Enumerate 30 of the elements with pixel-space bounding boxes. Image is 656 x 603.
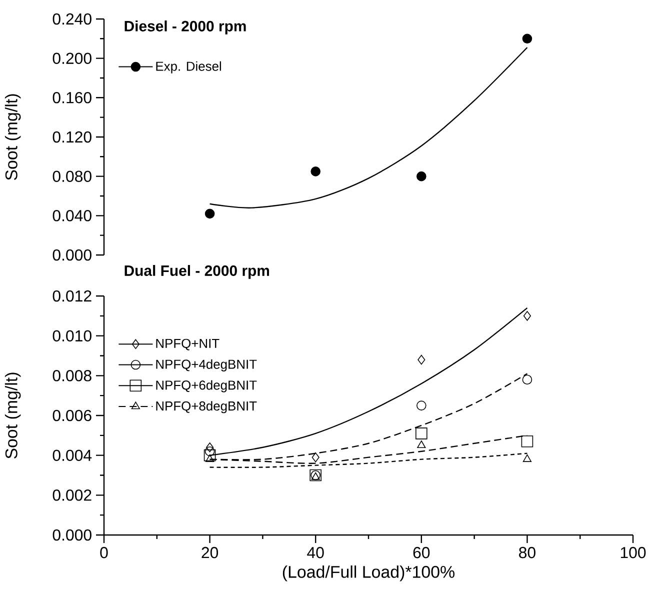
x-tick-label: 0	[100, 546, 108, 558]
y-tick-label: 0.040	[52, 210, 92, 222]
y-tick-label: 0.008	[52, 370, 92, 382]
y-axis-title: Soot (mg/lt)	[4, 372, 21, 458]
legend-label: NPFQ+NIT	[156, 338, 220, 350]
y-axis-title: Soot (mg/lt)	[4, 94, 21, 180]
x-tick-label: 40	[307, 546, 324, 558]
legend-label: NPFQ+6degBNIT	[156, 380, 257, 392]
y-tick-label: 0.240	[52, 13, 92, 25]
legend-label: Exp. Diesel	[156, 61, 222, 74]
x-tick-label: 60	[413, 546, 430, 558]
legend-label: NPFQ+8degBNIT	[156, 401, 257, 414]
y-tick-label: 0.004	[52, 450, 92, 461]
y-tick-label: 0.002	[52, 490, 92, 501]
x-tick-label: 20	[202, 546, 218, 558]
chart-title: Dual Fuel - 2000 rpm	[124, 265, 270, 279]
y-tick-label: 0.120	[52, 131, 92, 143]
y-tick-label: 0.200	[52, 52, 92, 64]
y-tick-label: 0.000	[52, 249, 92, 261]
y-tick-label: 0.160	[52, 92, 92, 104]
y-tick-label: 0.010	[52, 330, 92, 342]
x-tick-label: 80	[519, 546, 536, 558]
y-tick-label: 0.006	[52, 410, 92, 422]
x-tick-label: 100	[620, 546, 646, 558]
legend-label: NPFQ+4degBNIT	[156, 359, 257, 372]
chart-title: Diesel - 2000 rpm	[124, 20, 246, 34]
y-tick-label: 0.012	[52, 290, 92, 302]
x-axis-title: (Load/Full Load)*100%	[282, 565, 454, 582]
y-tick-label: 0.000	[52, 529, 92, 541]
y-tick-label: 0.080	[52, 170, 92, 182]
